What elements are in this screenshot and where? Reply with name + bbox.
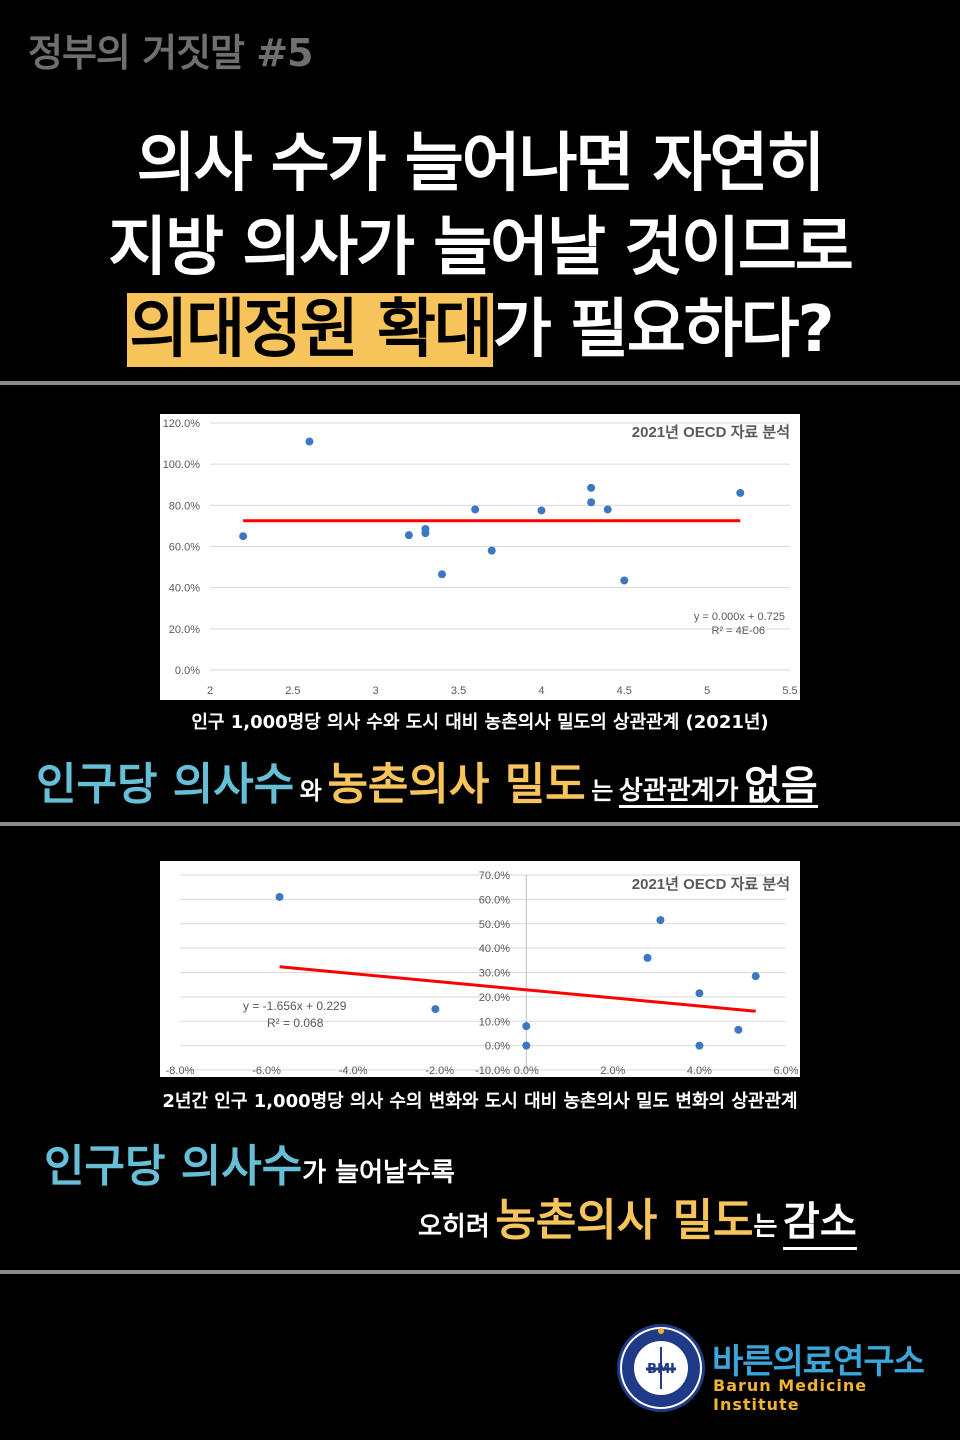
headline-line-2: 지방 의사가 늘어날 것이므로 xyxy=(108,211,853,285)
y-tick-label: -10.0% xyxy=(475,1065,510,1077)
data-point xyxy=(587,498,596,507)
headline-line-1: 의사 수가 늘어나면 자연히 xyxy=(136,127,826,201)
series-tag: 정부의 거짓말 #5 xyxy=(28,31,313,75)
y-tick-label: 10.0% xyxy=(479,1016,510,1028)
y-tick-label: 0.0% xyxy=(485,1041,510,1053)
y-tick-label: 70.0% xyxy=(479,870,510,882)
data-point xyxy=(404,531,413,540)
data-point xyxy=(695,1041,704,1050)
divider-middle xyxy=(0,822,960,826)
headline-line-3-rest: 가 필요하다? xyxy=(492,293,835,367)
x-tick-label: -6.0% xyxy=(252,1065,281,1077)
data-point xyxy=(603,505,612,514)
x-tick-label: -2.0% xyxy=(425,1065,454,1077)
caption-1: 인구 1,000명당 의사 수와 도시 대비 농촌의사 밀도의 상관관계 (20… xyxy=(191,712,769,733)
y-tick-label: 20.0% xyxy=(479,992,510,1004)
data-point xyxy=(305,437,314,446)
x-tick-label: 6.0% xyxy=(773,1065,798,1077)
data-point xyxy=(438,570,446,579)
conclusion-1-wa: 와 xyxy=(299,777,322,805)
bmi-emblem-icon: BMI xyxy=(617,1324,705,1412)
y-tick-label: 0.0% xyxy=(175,665,200,677)
conclusion-1-blue: 인구당 의사수 xyxy=(36,759,295,810)
y-tick-label: 20.0% xyxy=(169,624,200,636)
chart-card-1: 0.0% 20.0% 40.0% 60.0% 80.0% 100.0% 120.0% 2 2.… xyxy=(160,414,800,700)
data-point xyxy=(695,989,704,998)
y-tick-label: 40.0% xyxy=(169,583,200,595)
y-tick-label: 50.0% xyxy=(479,919,510,931)
trend-r-squared: R² = 0.068 xyxy=(267,1016,324,1030)
y-tick-label: 60.0% xyxy=(479,894,510,906)
data-point xyxy=(643,953,652,962)
conclusion-2-blue: 인구당 의사수 xyxy=(44,1141,303,1192)
trendline xyxy=(279,965,756,1013)
conclusion-2-pre: 오히려 xyxy=(418,1212,490,1242)
scatter-chart-2: -10.0% 0.0% 10.0% 20.0% 30.0% 40.0% 50.0% 60.0%… xyxy=(166,870,799,1077)
x-tick-label: 2.0% xyxy=(600,1065,625,1077)
x-tick-label: -8.0% xyxy=(166,1065,195,1077)
x-tick-label: 3.5 xyxy=(451,685,466,697)
trend-equation: y = 0.000x + 0.725 xyxy=(694,611,785,623)
data-point xyxy=(736,488,745,497)
headline-line-3: 의대정원 확대가 필요하다? xyxy=(0,278,960,370)
x-tick-label: 3 xyxy=(373,685,379,697)
x-tick-label: 5 xyxy=(704,685,710,697)
data-point xyxy=(587,483,596,492)
y-tick-label: 120.0% xyxy=(163,418,201,430)
conclusion-2-yellow: 농촌의사 밀도 xyxy=(495,1195,754,1246)
y-tick-label: 60.0% xyxy=(169,542,200,554)
conclusion-1-yellow: 농촌의사 밀도 xyxy=(327,759,586,810)
data-point xyxy=(522,1041,531,1050)
conclusion-1-none: 없음 xyxy=(744,763,818,809)
x-tick-label: 4.0% xyxy=(687,1065,712,1077)
x-tick-label: 4 xyxy=(538,685,544,697)
data-point xyxy=(239,532,248,541)
trend-r-squared: R² = 4E-06 xyxy=(712,625,766,637)
x-tick-label: 2 xyxy=(207,685,213,697)
data-point xyxy=(421,529,430,538)
data-point xyxy=(751,972,760,981)
conclusion-1-rel: 상관관계가 xyxy=(618,776,739,806)
logo-badge: BMI xyxy=(647,1362,675,1377)
data-point xyxy=(471,505,480,514)
data-point xyxy=(275,892,284,901)
data-point xyxy=(734,1025,743,1034)
x-tick-label: 5.5 xyxy=(782,685,797,697)
caption-2: 2년간 인구 1,000명당 의사 수의 변화와 도시 대비 농촌의사 밀도 변… xyxy=(162,1091,798,1112)
data-point xyxy=(487,546,496,555)
data-point xyxy=(537,506,546,515)
divider-top xyxy=(0,381,960,385)
logo-name-en: Barun Medicine Institute xyxy=(713,1376,868,1414)
conclusion-1-underlined: 상관관계가 없음 xyxy=(618,763,818,809)
conclusion-1: 인구당 의사수 와 농촌의사 밀도 는 상관관계가 없음 xyxy=(36,748,818,812)
chart-title: 2021년 OECD 자료 분석 xyxy=(632,423,790,441)
x-tick-label: 4.5 xyxy=(617,685,632,697)
divider-bottom xyxy=(0,1270,960,1274)
x-tick-label: 2.5 xyxy=(285,685,300,697)
data-point xyxy=(656,916,665,925)
headline-highlight: 의대정원 확대 xyxy=(127,293,493,367)
conclusion-2-neun: 는 xyxy=(753,1212,778,1242)
x-tick-label: -4.0% xyxy=(339,1065,368,1077)
data-point xyxy=(522,1022,531,1031)
trend-equation: y = -1.656x + 0.229 xyxy=(243,999,347,1013)
conclusion-1-neun: 는 xyxy=(591,777,614,805)
scatter-chart-1: 0.0% 20.0% 40.0% 60.0% 80.0% 100.0% 120.0% 2 2.… xyxy=(163,418,798,697)
y-tick-label: 80.0% xyxy=(169,500,200,512)
data-point xyxy=(620,576,629,585)
conclusion-2-rest: 가 늘어날수록 xyxy=(302,1158,455,1188)
y-tick-label: 100.0% xyxy=(163,459,201,471)
logo-name-ko: 바른의료연구소 xyxy=(712,1342,925,1382)
conclusion-2-line-2: 오히려 농촌의사 밀도는 감소 xyxy=(418,1184,857,1250)
conclusion-2-end: 감소 xyxy=(783,1199,857,1250)
y-tick-label: 40.0% xyxy=(479,943,510,955)
x-tick-label: 0.0% xyxy=(514,1065,539,1077)
y-tick-label: 30.0% xyxy=(479,968,510,980)
data-point xyxy=(431,1005,440,1014)
conclusion-2-line-1: 인구당 의사수가 늘어날수록 xyxy=(44,1130,455,1194)
chart-card-2: -10.0% 0.0% 10.0% 20.0% 30.0% 40.0% 50.0% 60.0%… xyxy=(160,861,800,1077)
chart-title: 2021년 OECD 자료 분석 xyxy=(632,875,790,893)
